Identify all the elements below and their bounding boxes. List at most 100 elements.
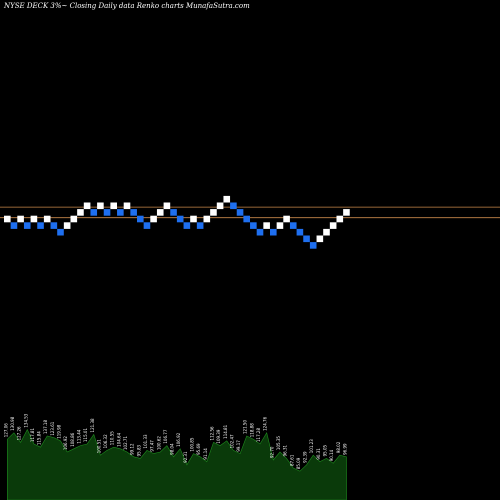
renko-brick-22 — [150, 215, 157, 223]
renko-brick-36 — [243, 215, 250, 223]
volume-label-4: 117.81 — [30, 428, 35, 442]
volume-label-34: 102.47 — [229, 434, 234, 448]
volume-label-14: 100.51 — [96, 439, 101, 453]
volume-label-19: 99.12 — [130, 443, 135, 455]
volume-label-47: 90.31 — [316, 448, 321, 460]
renko-brick-28 — [190, 215, 197, 223]
volume-label-33: 114.81 — [223, 424, 228, 438]
volume-label-26: 106.92 — [176, 432, 181, 446]
renko-brick-44 — [296, 228, 304, 236]
renko-bricks — [4, 195, 350, 249]
volume-label-48: 95.05 — [323, 444, 328, 456]
volume-label-28: 100.85 — [190, 437, 195, 451]
volume-label-50: 98.02 — [336, 441, 341, 453]
volume-label-25: 98.04 — [170, 443, 175, 455]
renko-brick-23 — [156, 209, 164, 216]
volume-label-46: 101.23 — [309, 439, 314, 453]
volume-label-35: 99.17 — [236, 440, 241, 452]
volume-label-20: 95.83 — [136, 444, 141, 456]
renko-brick-20 — [137, 215, 144, 223]
renko-brick-17 — [117, 209, 124, 216]
volume-area-path — [7, 428, 347, 500]
renko-brick-38 — [256, 228, 264, 236]
renko-brick-51 — [343, 209, 350, 216]
volume-label-27: 92.31 — [183, 451, 188, 463]
volume-label-40: 92.70 — [269, 446, 274, 458]
volume-label-2: 127.26 — [17, 426, 22, 440]
volume-label-39: 124.76 — [263, 416, 268, 430]
volume-label-12: 115.01 — [83, 428, 88, 442]
renko-brick-16 — [110, 202, 117, 210]
volume-label-22: 97.47 — [150, 440, 155, 452]
volume-label-32: 109.39 — [216, 429, 221, 443]
volume-label-5: 115.84 — [37, 431, 42, 445]
renko-brick-12 — [83, 202, 91, 210]
volume-label-11: 113.44 — [77, 429, 82, 443]
renko-brick-8 — [57, 228, 64, 236]
renko-brick-4 — [30, 215, 38, 223]
volume-label-38: 117.28 — [256, 428, 261, 442]
renko-brick-18 — [123, 202, 131, 210]
volume-label-29: 95.69 — [196, 443, 201, 455]
renko-brick-21 — [143, 222, 151, 229]
volume-label-18: 102.71 — [123, 436, 128, 450]
volume-label-42: 96.31 — [283, 444, 288, 456]
renko-brick-7 — [50, 222, 58, 229]
volume-label-51: 96.99 — [343, 443, 348, 455]
renko-brick-40 — [270, 228, 277, 236]
renko-brick-50 — [336, 215, 344, 223]
volume-label-30: 91.14 — [203, 448, 208, 460]
renko-brick-47 — [316, 235, 324, 243]
renko-brick-29 — [196, 222, 204, 229]
renko-brick-1 — [10, 222, 18, 229]
renko-brick-43 — [289, 222, 297, 229]
volume-area — [7, 428, 347, 500]
renko-brick-49 — [329, 222, 337, 229]
renko-brick-39 — [263, 222, 270, 229]
renko-brick-45 — [303, 235, 310, 243]
volume-label-3: 134.53 — [23, 413, 28, 427]
volume-label-8: 119.98 — [57, 424, 62, 438]
volume-label-9: 106.92 — [63, 436, 68, 450]
renko-brick-11 — [77, 209, 84, 216]
renko-brick-9 — [63, 222, 71, 229]
renko-brick-25 — [170, 209, 177, 216]
renko-brick-19 — [130, 209, 137, 216]
volume-label-0: 127.06 — [3, 423, 8, 437]
volume-label-13: 121.38 — [90, 418, 95, 432]
volume-label-37: 118.88 — [249, 423, 254, 437]
volume-label-24: 106.77 — [163, 429, 168, 443]
renko-brick-31 — [210, 209, 217, 216]
volume-label-49: 90.14 — [329, 449, 334, 461]
volume-label-21: 101.33 — [143, 434, 148, 448]
volume-label-16: 110.55 — [110, 431, 115, 445]
renko-brick-48 — [323, 228, 330, 236]
renko-brick-6 — [43, 215, 51, 223]
volume-label-10: 108.86 — [70, 432, 75, 446]
renko-brick-46 — [309, 242, 317, 249]
volume-label-43: 87.61 — [289, 454, 294, 466]
renko-brick-0 — [4, 215, 11, 223]
renko-brick-42 — [283, 215, 290, 223]
volume-label-44: 85.09 — [296, 457, 301, 469]
volume-label-36: 121.50 — [243, 420, 248, 434]
volume-label-15: 106.32 — [103, 434, 108, 448]
renko-brick-41 — [276, 222, 284, 229]
renko-brick-37 — [250, 222, 257, 229]
renko-brick-3 — [23, 222, 31, 229]
volume-label-7: 123.61 — [50, 421, 55, 435]
volume-label-45: 92.39 — [303, 451, 308, 463]
renko-brick-30 — [203, 215, 211, 223]
volume-label-17: 104.64 — [116, 432, 121, 446]
volume-label-6: 137.18 — [43, 420, 48, 434]
renko-brick-33 — [223, 195, 231, 203]
renko-brick-15 — [103, 209, 111, 216]
volume-label-23: 100.62 — [156, 436, 161, 450]
renko-brick-14 — [97, 202, 104, 210]
renko-brick-32 — [216, 202, 224, 210]
volume-label-41: 105.35 — [276, 436, 281, 450]
renko-brick-35 — [236, 209, 244, 216]
